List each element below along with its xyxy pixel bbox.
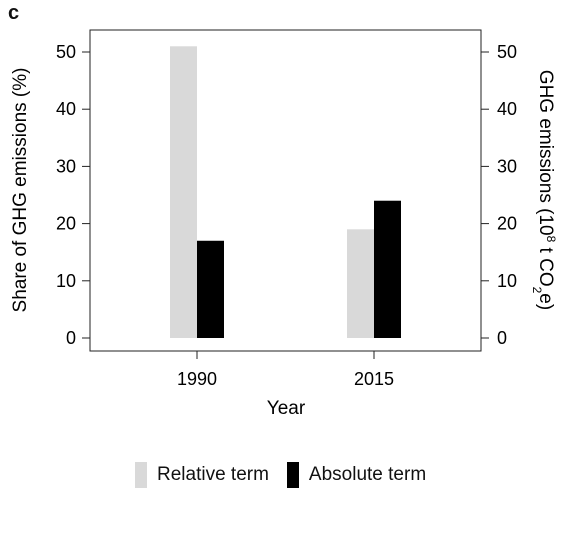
panel-letter: c [8, 2, 20, 24]
x-ticks: 1990 2015 [177, 351, 394, 389]
legend-item-relative: Relative term [135, 462, 269, 488]
y-tick-left-label: 40 [56, 99, 76, 119]
y-tick-left-label: 0 [66, 328, 76, 348]
y-tick-left-label: 10 [56, 271, 76, 291]
y-tick-left-label: 50 [56, 42, 76, 62]
y-axis-label-right-sub: 2 [530, 287, 544, 294]
x-tick-label-2015: 2015 [354, 369, 394, 389]
y-tick-right-label: 0 [497, 328, 507, 348]
bar-absolute-1990 [197, 240, 224, 338]
y-axis-label-right: GHG emissions (108 t CO2e) [530, 70, 558, 310]
y-tick-right-label: 30 [497, 156, 517, 176]
y-tick-right-label: 20 [497, 214, 517, 234]
legend-item-absolute: Absolute term [286, 462, 427, 488]
legend: Relative term Absolute term [135, 462, 444, 488]
y-axis-label-right-main: GHG emissions (10 [535, 70, 556, 236]
y-axis-label-right-sup: 8 [544, 236, 558, 243]
legend-swatch-absolute [286, 462, 299, 488]
y-ticks-right: 0 10 20 30 40 50 [481, 42, 517, 348]
legend-swatch-relative [135, 462, 147, 488]
y-axis-label-left: Share of GHG emissions (%) [10, 68, 31, 313]
y-tick-right-label: 50 [497, 42, 517, 62]
bar-absolute-2015 [374, 200, 401, 338]
bars [170, 46, 401, 338]
plot-border [89, 29, 482, 352]
legend-label-absolute: Absolute term [308, 464, 427, 485]
y-tick-left-label: 30 [56, 156, 76, 176]
y-ticks-left: 0 10 20 30 40 50 [56, 42, 90, 348]
y-tick-right-label: 10 [497, 271, 517, 291]
bar-relative-2015 [347, 229, 374, 338]
y-tick-left-label: 20 [56, 214, 76, 234]
y-axis-label-right-end: e) [535, 293, 556, 310]
legend-label-relative: Relative term [157, 464, 269, 485]
x-axis-label: Year [267, 398, 306, 419]
y-tick-right-label: 40 [497, 99, 517, 119]
plot-frame [89, 29, 482, 352]
x-tick-label-1990: 1990 [177, 369, 217, 389]
y-axis-label-right-mid: t CO [535, 242, 556, 286]
bar-relative-1990 [170, 46, 197, 338]
